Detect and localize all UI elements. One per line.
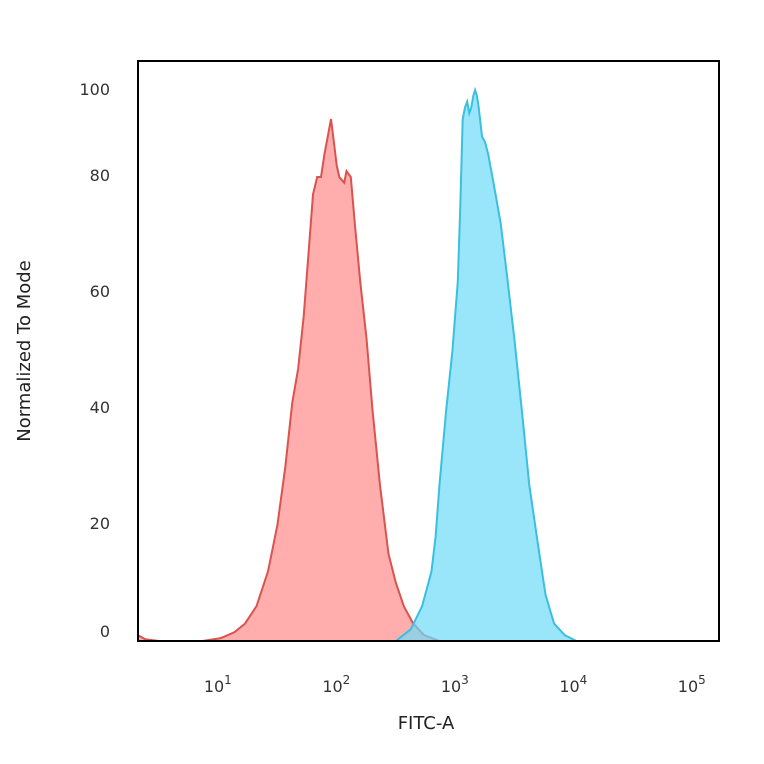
y-tick-label: 0: [100, 622, 110, 641]
histogram-outline-2: [395, 86, 594, 642]
x-tick-label: 101: [204, 673, 232, 696]
x-tick-label: 105: [678, 673, 706, 696]
x-tick-label: 104: [559, 673, 587, 696]
y-tick-label: 20: [90, 514, 110, 533]
y-tick-label: 40: [90, 398, 110, 417]
y-tick-label: 100: [79, 80, 110, 99]
plot-frame: [137, 60, 720, 642]
histogram-series-layer: [137, 86, 594, 642]
y-tick-label: 60: [90, 282, 110, 301]
x-tick-label: 103: [441, 673, 469, 696]
y-axis-ticks: 0 20 40 60 80 100: [79, 80, 110, 641]
y-axis-title: Normalized To Mode: [14, 260, 35, 442]
histogram-outline-1: [137, 118, 440, 642]
y-tick-label: 80: [90, 166, 110, 185]
histogram-area-1: [138, 119, 440, 641]
histogram-area-2: [395, 90, 594, 641]
x-tick-label: 102: [322, 673, 350, 696]
x-axis-title: FITC-A: [398, 713, 455, 734]
x-axis-ticks: 101 102 103 104 105: [204, 673, 706, 696]
